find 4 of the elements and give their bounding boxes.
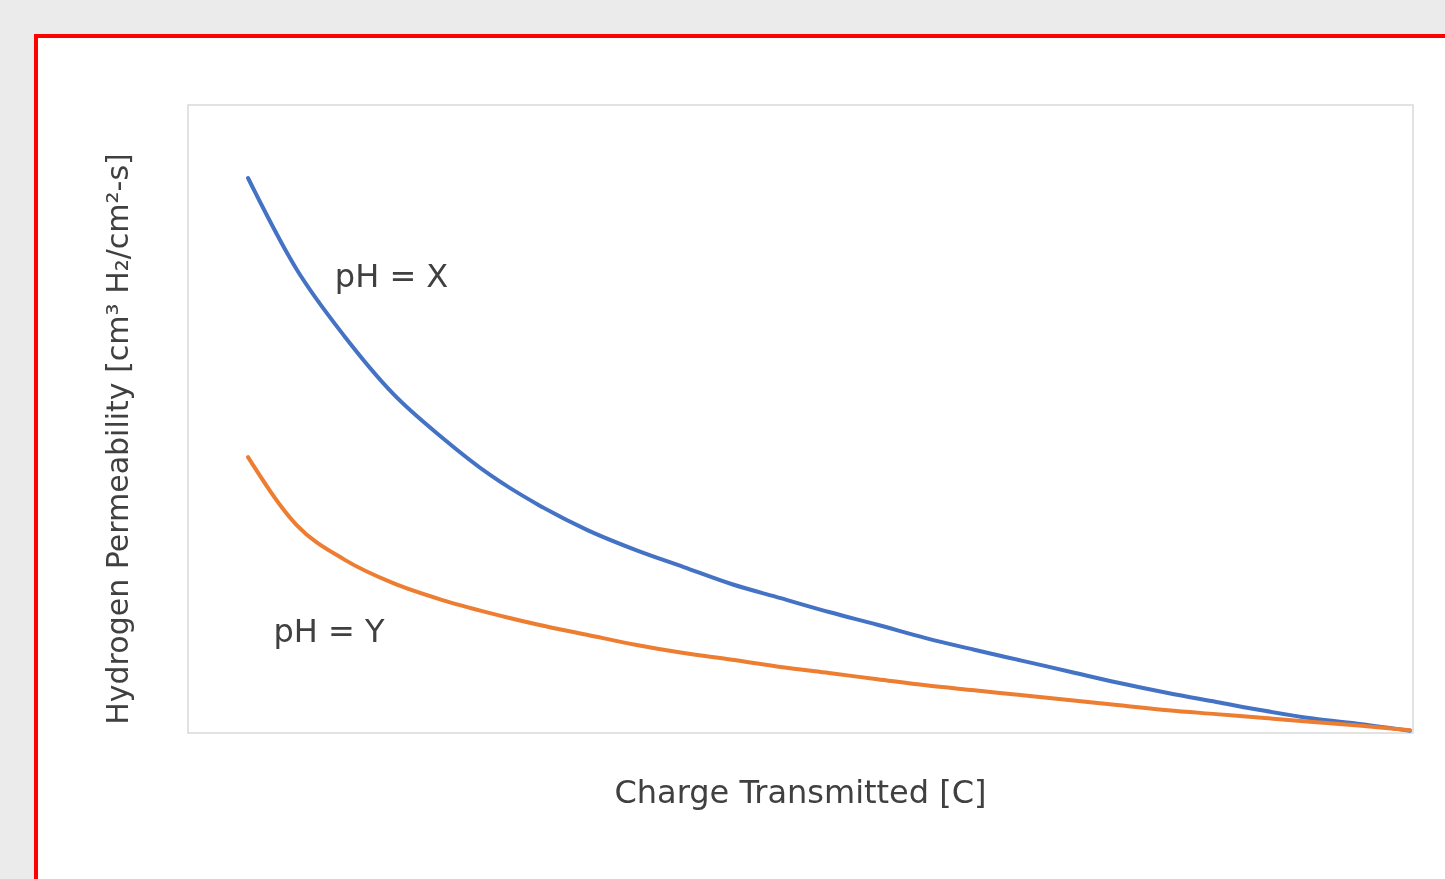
series-label: pH = Y [273, 611, 385, 650]
series-label: pH = X [334, 256, 449, 295]
x-axis-title: Charge Transmitted [C] [614, 773, 987, 811]
y-axis-title: Hydrogen Permeability [cm³ H₂/cm²-s] [100, 153, 135, 725]
